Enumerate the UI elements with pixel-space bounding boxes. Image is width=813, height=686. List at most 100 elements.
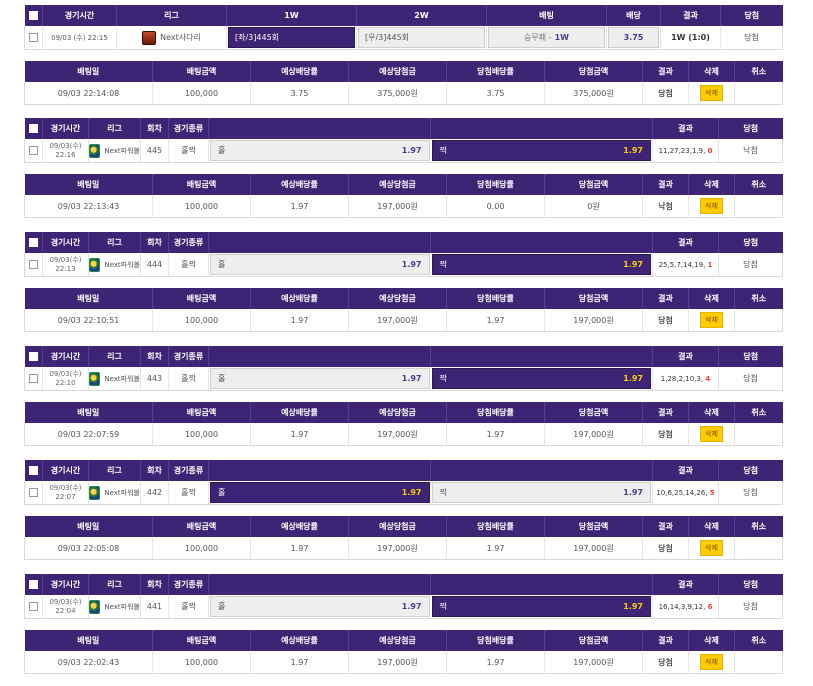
col-bet-amount: 배팅금액 (152, 516, 251, 537)
delete-button[interactable]: 삭제 (700, 312, 723, 328)
col-win-odds: 당첨배당률 (446, 402, 545, 423)
select-all-checkbox[interactable] (24, 346, 43, 367)
row-checkbox[interactable] (24, 367, 43, 391)
col-round: 회차 (140, 118, 169, 139)
pick-odd[interactable]: 홀 1.97 (210, 482, 430, 503)
pick-odd[interactable]: 홀 1.97 (210, 254, 430, 275)
bet-amount: 100,000 (152, 423, 251, 446)
result-numbers: 11,27,23,1,9, (658, 147, 706, 155)
row-checkbox[interactable] (24, 139, 43, 163)
col-delete: 삭제 (688, 174, 735, 195)
pick-odd-label: 홀 (218, 260, 226, 269)
pick-even[interactable]: 짝 1.97 (431, 596, 651, 617)
pick-odd[interactable]: 홀 1.97 (210, 596, 430, 617)
row-checkbox[interactable] (24, 253, 43, 277)
game-time: 09/03 (수) 22:15 (42, 26, 117, 50)
col-exp-win: 예상당첨금 (348, 61, 447, 82)
bet-amount: 100,000 (152, 537, 251, 560)
game-table-powerball: 경기시간 리그 회차 경기종류 결과 당첨 09/03(수) 22:10 Next… (24, 346, 783, 391)
cancel-cell[interactable] (734, 651, 783, 674)
pick-2w[interactable]: [우/3]445회 (356, 26, 487, 50)
round-number: 445 (140, 139, 169, 163)
pick-even[interactable]: 짝 1.97 (431, 368, 651, 389)
exp-win: 375,000원 (348, 82, 447, 105)
cancel-cell[interactable] (734, 309, 783, 332)
bet-date: 09/03 22:14:08 (24, 82, 153, 105)
win-odds: 1.97 (446, 309, 545, 332)
pick-odd-label: 홀 (218, 602, 226, 611)
col-kind: 경기종류 (168, 346, 209, 367)
game-date: 09/03(수) (49, 483, 82, 492)
pick-2w-label: [우/3]445회 (358, 27, 485, 48)
pick-odd[interactable]: 홀 1.97 (210, 368, 430, 389)
league-name: Next파워볼 (104, 146, 140, 155)
exp-win: 197,000원 (348, 423, 447, 446)
table-row: 09/03 22:07:59 100,000 1.97 197,000원 1.9… (24, 423, 783, 446)
delete-button[interactable]: 삭제 (700, 654, 723, 670)
col-league: 리그 (88, 460, 141, 481)
win-amount: 197,000원 (544, 309, 643, 332)
ladder-logo-icon (142, 30, 157, 45)
row-checkbox[interactable] (24, 595, 43, 619)
pick-odd-odds: 1.97 (401, 374, 422, 383)
status-badge: 당첨 (720, 26, 783, 50)
pick-even[interactable]: 짝 1.97 (431, 254, 651, 275)
col-result: 결과 (642, 516, 689, 537)
row-checkbox[interactable] (24, 26, 43, 50)
bet-pick: 1W (554, 33, 569, 42)
game-clock: 22:04 (55, 606, 76, 615)
row-checkbox[interactable] (24, 481, 43, 505)
pick-even-label: 짝 (439, 602, 447, 611)
bet-amount: 100,000 (152, 82, 251, 105)
cancel-cell[interactable] (734, 195, 783, 218)
pick-even[interactable]: 짝 1.97 (431, 482, 651, 503)
delete-button[interactable]: 삭제 (700, 426, 723, 442)
win-amount: 375,000원 (544, 82, 643, 105)
col-win-odds: 당첨배당률 (446, 174, 545, 195)
cancel-cell[interactable] (734, 537, 783, 560)
cancel-cell[interactable] (734, 423, 783, 446)
col-game-time: 경기시간 (42, 5, 117, 26)
col-bet-amount: 배팅금액 (152, 61, 251, 82)
status-badge: 당첨 (718, 253, 783, 277)
pick-odd-odds: 1.97 (401, 602, 422, 611)
col-bet-date: 배팅일 (24, 288, 153, 309)
table-row: 09/03(수) 22:04 Next파워볼 441 홀짝 홀 1.97 짝 1.97… (24, 595, 783, 619)
col-league: 리그 (116, 5, 227, 26)
pick-even-odds: 1.97 (623, 602, 643, 611)
pick-odd[interactable]: 홀 1.97 (210, 140, 430, 161)
detail-table: 배팅일 배팅금액 예상배당률 예상당첨금 당첨배당률 당첨금액 결과 삭제 취소… (24, 516, 783, 560)
detail-table: 배팅일 배팅금액 예상배당률 예상당첨금 당첨배당률 당첨금액 결과 삭제 취소… (24, 402, 783, 446)
col-exp-odds: 예상배당률 (250, 630, 349, 651)
select-all-checkbox[interactable] (24, 574, 43, 595)
pick-1w-label: [좌/3]445회 (228, 27, 355, 48)
pick-even[interactable]: 짝 1.97 (431, 140, 651, 161)
select-all-checkbox[interactable] (24, 5, 43, 26)
col-win-amount: 당첨금액 (544, 174, 643, 195)
win-odds: 1.97 (446, 537, 545, 560)
game-date: 09/03(수) (49, 141, 82, 150)
delete-button[interactable]: 삭제 (700, 198, 723, 214)
col-cancel: 취소 (734, 402, 783, 423)
exp-win: 197,000원 (348, 309, 447, 332)
delete-button[interactable]: 삭제 (700, 85, 723, 101)
select-all-checkbox[interactable] (24, 460, 43, 481)
game-date: 09/03(수) (49, 255, 82, 264)
col-status: 당첨 (718, 346, 783, 367)
col-game-time: 경기시간 (42, 460, 89, 481)
pick-1w[interactable]: [좌/3]445회 (226, 26, 357, 50)
col-bet-amount: 배팅금액 (152, 174, 251, 195)
col-kind: 경기종류 (168, 574, 209, 595)
delete-button[interactable]: 삭제 (700, 540, 723, 556)
win-odds: 0.00 (446, 195, 545, 218)
col-win-amount: 당첨금액 (544, 516, 643, 537)
detail-table: 배팅일 배팅금액 예상배당률 예상당첨금 당첨배당률 당첨금액 결과 삭제 취소… (24, 61, 783, 105)
cancel-cell[interactable] (734, 82, 783, 105)
select-all-checkbox[interactable] (24, 118, 43, 139)
col-win-odds: 당첨배당률 (446, 630, 545, 651)
game-table-powerball: 경기시간 리그 회차 경기종류 결과 당첨 09/03(수) 22:13 Next… (24, 232, 783, 277)
round-number: 442 (140, 481, 169, 505)
col-bet-amount: 배팅금액 (152, 402, 251, 423)
select-all-checkbox[interactable] (24, 232, 43, 253)
col-league: 리그 (88, 346, 141, 367)
